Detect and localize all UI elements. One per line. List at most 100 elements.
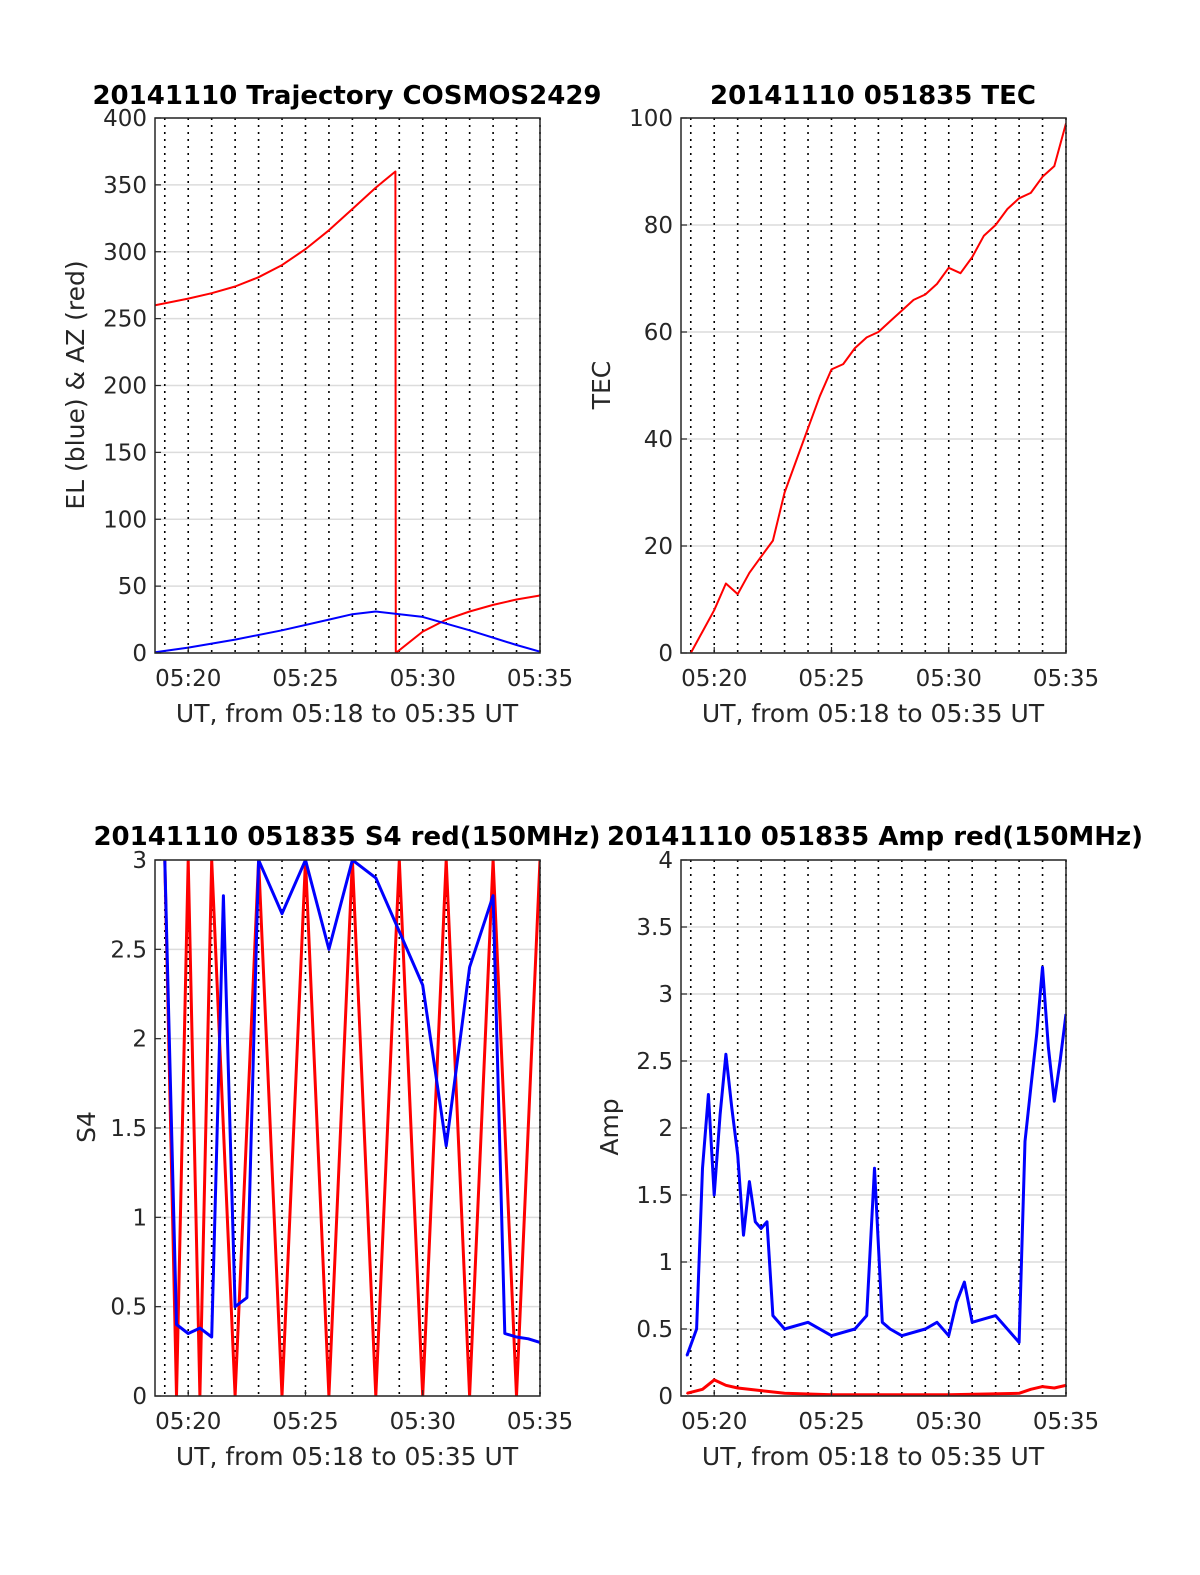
amp-xtick-label: 05:20 xyxy=(681,1409,747,1435)
trajectory-ytick-label: 0 xyxy=(132,641,147,667)
tec-series-0-point xyxy=(947,267,950,269)
tec-ytick-label: 60 xyxy=(644,320,673,346)
trajectory-ytick-label: 50 xyxy=(118,574,147,600)
s4-series-1-point xyxy=(375,877,377,879)
tec-series-0-point xyxy=(807,427,809,430)
s4-xtick-label: 05:20 xyxy=(155,1409,221,1435)
s4-series-1-point xyxy=(222,894,225,897)
amp-ytick-label: 1 xyxy=(658,1250,673,1276)
trajectory-series-0-point xyxy=(468,610,471,613)
amp-panel: 20141110 051835 Amp red(150MHz) Amp UT, … xyxy=(595,822,1143,1471)
amp-ytick-label: 3.5 xyxy=(636,915,673,941)
amp-series-0-point xyxy=(865,1314,868,1317)
amp-xlabel: UT, from 05:18 to 05:35 UT xyxy=(702,1442,1045,1471)
s4-series-1-point xyxy=(504,1332,506,1335)
tec-ylabel: TEC xyxy=(587,361,616,411)
trajectory-xtick-label: 05:25 xyxy=(272,666,338,692)
trajectory-series-0-line xyxy=(155,170,540,653)
amp-series-0-point xyxy=(707,1093,710,1096)
s4-xtick-label: 05:30 xyxy=(390,1409,456,1435)
amp-series-0-point xyxy=(955,1301,958,1303)
amp-xtick-label: 05:25 xyxy=(798,1409,864,1435)
s4-axes: 0 0.5 1 1.5 2 2.5 3 05:20 05:25 05:30 05:35 xyxy=(110,848,573,1435)
s4-series-1-point xyxy=(527,1338,530,1340)
tec-series-0-point xyxy=(1018,197,1020,200)
amp-series-1-point xyxy=(783,1392,786,1395)
amp-series-0-point xyxy=(901,1334,903,1337)
tec-series-0-point xyxy=(1030,192,1032,194)
amp-series-1-point xyxy=(686,1392,688,1395)
amp-series-1-point xyxy=(736,1387,739,1389)
s4-ytick-label: 2 xyxy=(132,1027,147,1053)
s4-ylabel: S4 xyxy=(72,1111,101,1143)
tec-series-0-point xyxy=(819,395,821,398)
tec-series-0-point xyxy=(748,572,751,574)
amp-ytick-label: 4 xyxy=(658,848,673,874)
amp-series xyxy=(685,965,1066,1396)
amp-series-1-point xyxy=(1041,1385,1044,1388)
trajectory-xtick-label: 05:20 xyxy=(155,666,221,692)
trajectory-series-0-point xyxy=(187,297,189,300)
amp-series-1-point xyxy=(701,1388,704,1391)
s4-series-1-point xyxy=(281,912,283,915)
amp-series-0-line xyxy=(685,965,1066,1357)
trajectory-frame xyxy=(154,117,541,654)
trajectory-series-0-point xyxy=(421,630,424,633)
trajectory-series-0-point xyxy=(351,208,354,210)
s4-series-1-point xyxy=(492,894,494,897)
trajectory-series xyxy=(155,170,540,653)
tec-xtick-label: 05:25 xyxy=(798,666,864,692)
tec-series-0-point xyxy=(889,320,891,323)
trajectory-series-0-point xyxy=(375,186,377,189)
tec-series-0-point xyxy=(725,582,727,585)
s4-ytick-label: 1.5 xyxy=(110,1116,147,1142)
trajectory-series-0-point xyxy=(304,248,307,250)
tec-series-0-point xyxy=(842,363,844,365)
s4-ytick-label: 1 xyxy=(132,1205,147,1231)
s4-ytick-label: 0 xyxy=(132,1384,147,1410)
tec-series-0-point xyxy=(901,309,903,312)
tec-series-0-point xyxy=(912,299,915,301)
tec-series-0-point xyxy=(1006,208,1009,210)
amp-series-0-point xyxy=(731,1107,733,1109)
amp-xtick-label: 05:35 xyxy=(1033,1409,1099,1435)
s4-frame xyxy=(154,859,541,1397)
trajectory-panel: 20141110 Trajectory COSMOS2429 EL (blue)… xyxy=(61,81,602,728)
amp-series-0-point xyxy=(748,1180,751,1183)
trajectory-series-1-point xyxy=(375,610,377,613)
trajectory-series-1-point xyxy=(351,613,354,615)
amp-series-0-point xyxy=(994,1314,997,1317)
amp-series-0-point xyxy=(760,1227,762,1230)
amp-series-0-point xyxy=(1024,1140,1026,1143)
amp-series-0-point xyxy=(936,1321,938,1324)
trajectory-xtick-label: 05:30 xyxy=(390,666,456,692)
trajectory-ytick-label: 300 xyxy=(103,240,147,266)
s4-series-1-point xyxy=(210,1336,213,1338)
tec-ytick-label: 40 xyxy=(644,427,673,453)
tec-series-0-point xyxy=(795,459,798,462)
tec-ytick-label: 20 xyxy=(644,534,673,560)
s4-series-1-point xyxy=(398,930,401,933)
s4-title: 20141110 051835 S4 red(150MHz) xyxy=(93,822,600,852)
s4-ytick-label: 2.5 xyxy=(110,937,147,963)
trajectory-ytick-label: 250 xyxy=(103,307,147,333)
amp-series-1-point xyxy=(1018,1392,1020,1395)
amp-series-1-point xyxy=(713,1379,715,1381)
amp-series-0-point xyxy=(1053,1100,1056,1102)
amp-frame xyxy=(680,859,1067,1397)
amp-ytick-label: 1.5 xyxy=(636,1183,673,1209)
amp-series-0-point xyxy=(963,1281,966,1283)
amp-series-0-point xyxy=(686,1355,688,1357)
trajectory-series-1-point xyxy=(421,616,424,618)
tec-ytick-label: 80 xyxy=(644,213,673,239)
trajectory-ytick-label: 100 xyxy=(103,507,147,533)
amp-series-0-point xyxy=(873,1167,876,1169)
amp-ytick-label: 0.5 xyxy=(636,1317,673,1343)
amp-series-0-point xyxy=(1035,1033,1038,1035)
s4-series-1-point xyxy=(187,1332,189,1335)
trajectory-series-0-point xyxy=(492,604,494,606)
trajectory-series-1-point xyxy=(281,629,283,632)
tec-series-0-point xyxy=(701,630,704,633)
trajectory-xtick-label: 05:35 xyxy=(507,666,573,692)
